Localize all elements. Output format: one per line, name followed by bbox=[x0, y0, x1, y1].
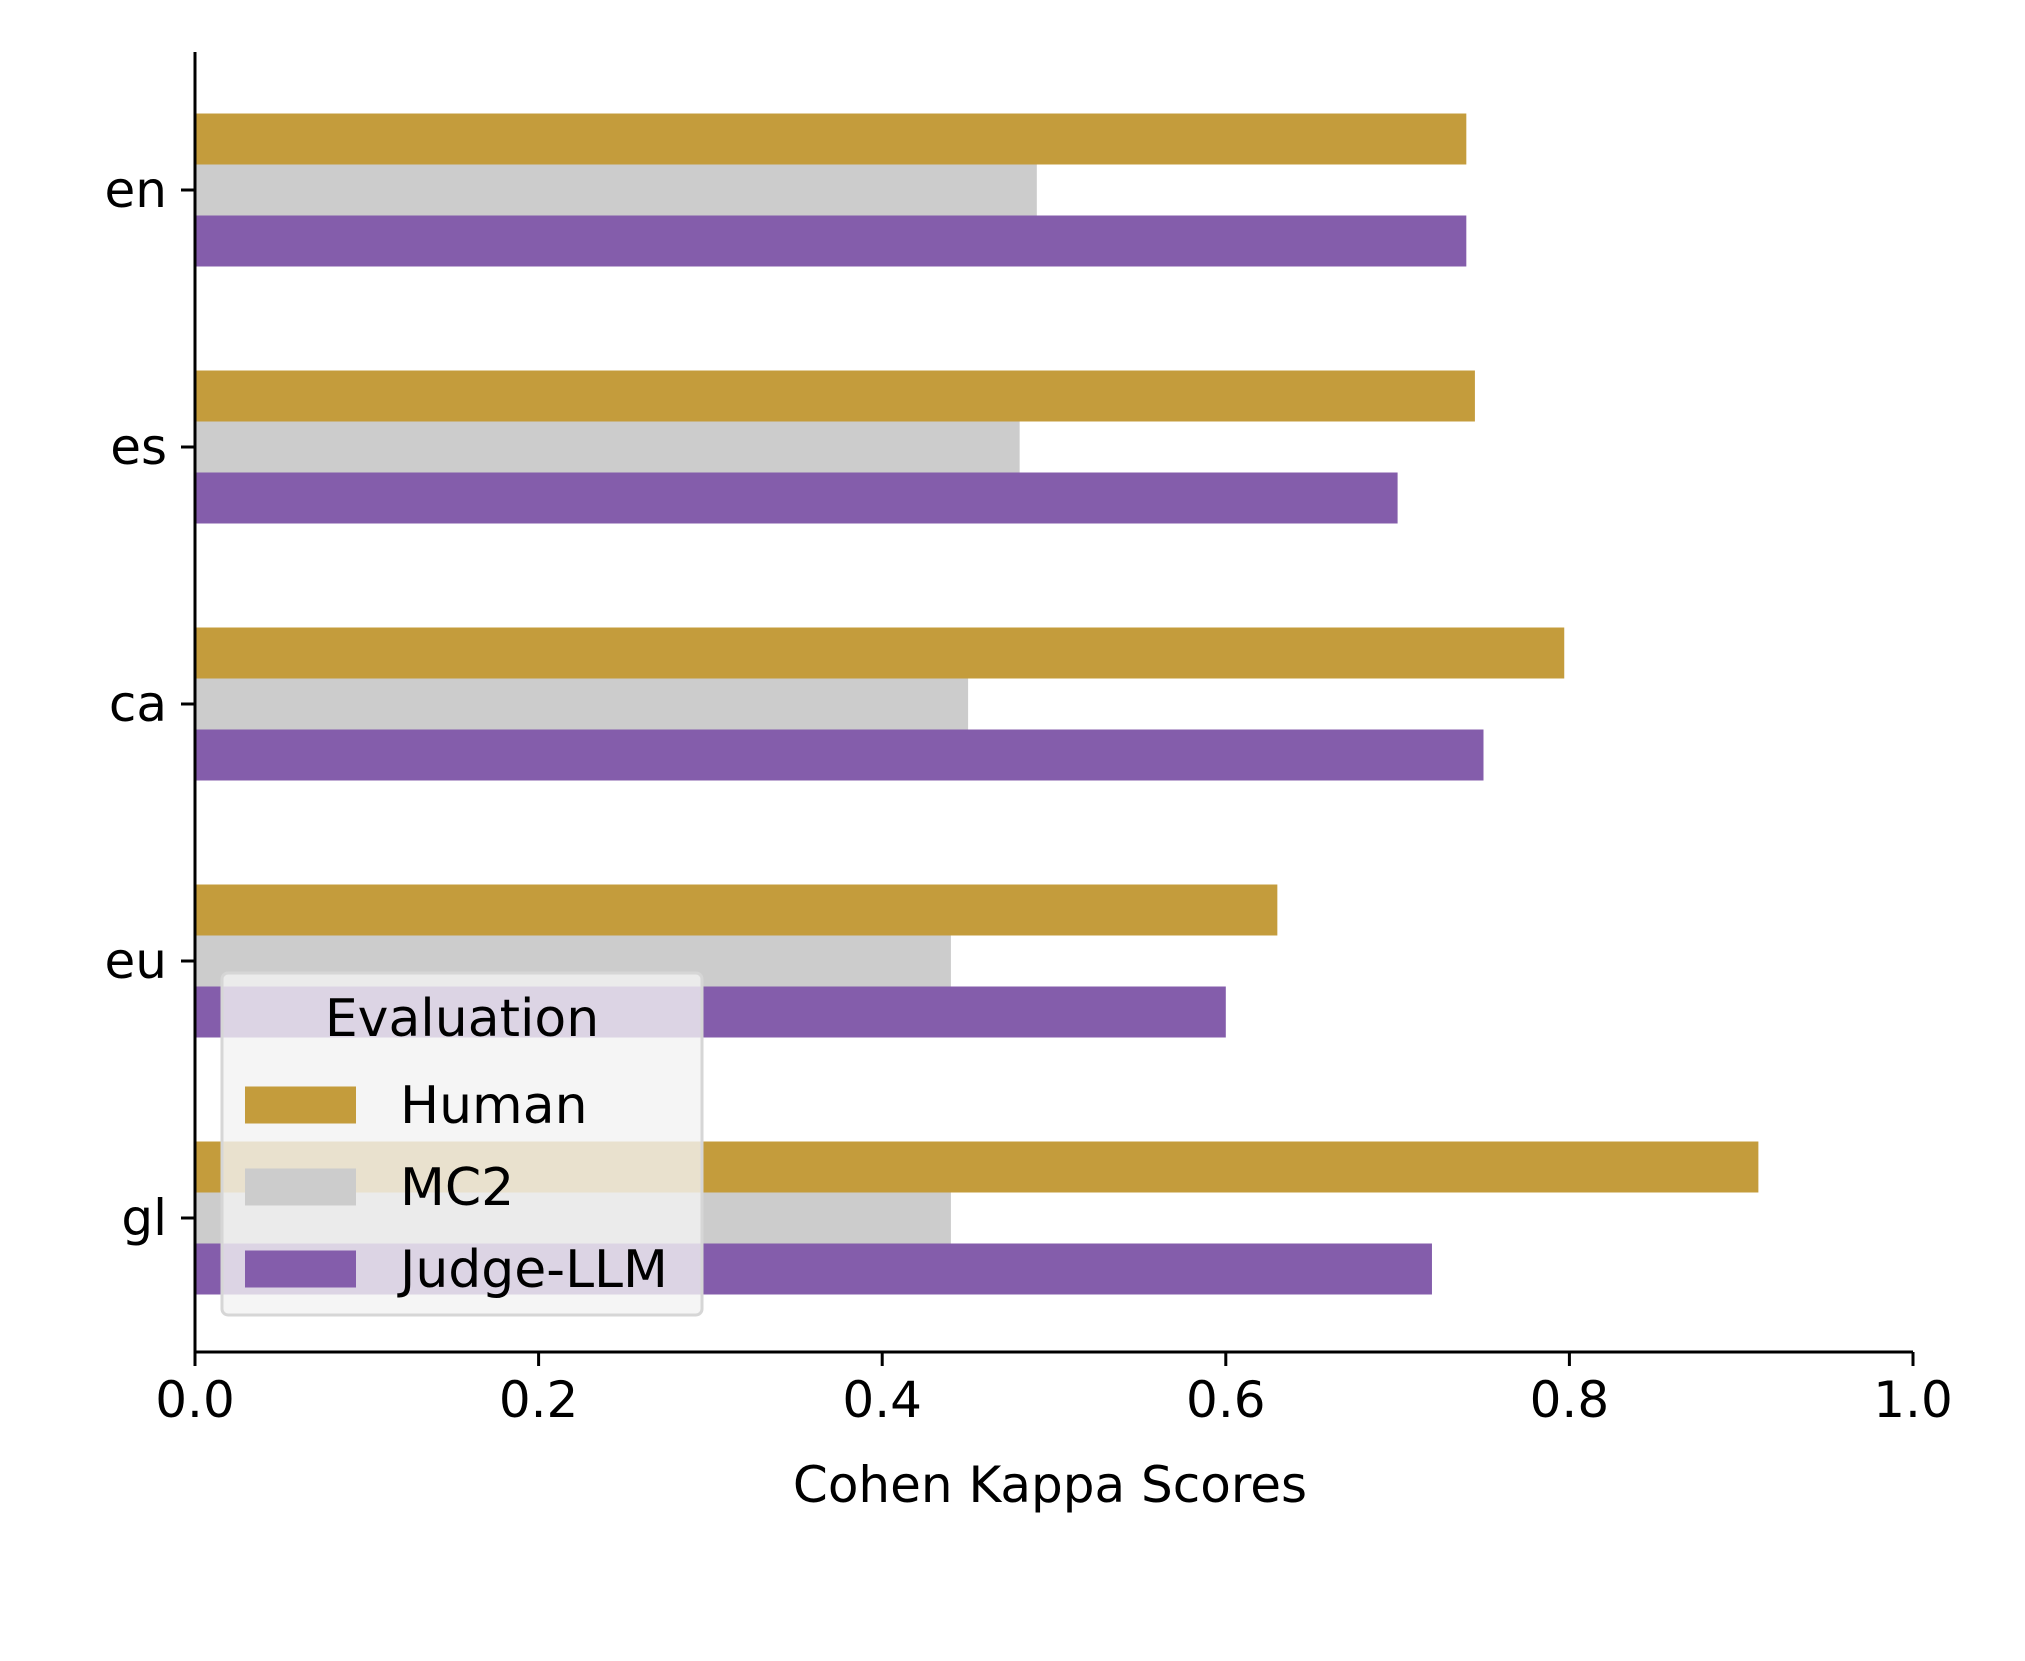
x-axis-label: Cohen Kappa Scores bbox=[793, 1456, 1307, 1514]
x-tick-label: 0.6 bbox=[1186, 1371, 1266, 1429]
legend-title: Evaluation bbox=[325, 989, 599, 1049]
bar-ca-judge-llm bbox=[195, 729, 1484, 781]
legend-label-mc2: MC2 bbox=[400, 1158, 514, 1218]
x-tick-label: 0.8 bbox=[1530, 1371, 1610, 1429]
bar-en-judge-llm bbox=[195, 215, 1467, 267]
legend: Evaluation Human MC2 Judge-LLM bbox=[220, 971, 704, 1317]
y-tick-label: gl bbox=[121, 1189, 167, 1247]
bars-group bbox=[195, 113, 1759, 1295]
legend-entries: Human MC2 Judge-LLM bbox=[245, 1076, 668, 1300]
bar-es-judge-llm bbox=[195, 472, 1398, 524]
bar-es-human bbox=[195, 370, 1475, 422]
x-tick-label: 0.4 bbox=[842, 1371, 922, 1429]
y-tick-label: ca bbox=[109, 675, 167, 733]
x-tick-label: 1.0 bbox=[1873, 1371, 1953, 1429]
bar-en-mc2 bbox=[195, 164, 1037, 216]
y-tick-label: en bbox=[105, 161, 167, 219]
legend-swatch-mc2 bbox=[245, 1168, 356, 1206]
y-tick-label: eu bbox=[105, 932, 167, 990]
legend-swatch-human bbox=[245, 1086, 356, 1124]
bar-en-human bbox=[195, 113, 1467, 165]
legend-frame bbox=[220, 971, 704, 1317]
legend-label-human: Human bbox=[400, 1076, 588, 1136]
y-tick-label: es bbox=[110, 418, 167, 476]
bar-ca-mc2 bbox=[195, 678, 969, 730]
legend-swatch-judge-llm bbox=[245, 1250, 356, 1288]
bar-es-mc2 bbox=[195, 421, 1020, 473]
axes-group: 0.0 0.2 0.4 0.6 0.8 1.0 en es ca eu gl bbox=[105, 52, 1953, 1429]
bar-ca-human bbox=[195, 627, 1565, 679]
x-tick-label: 0.2 bbox=[499, 1371, 579, 1429]
bar-eu-human bbox=[195, 884, 1278, 936]
x-tick-label: 0.0 bbox=[155, 1371, 235, 1429]
legend-label-judge-llm: Judge-LLM bbox=[397, 1240, 668, 1300]
